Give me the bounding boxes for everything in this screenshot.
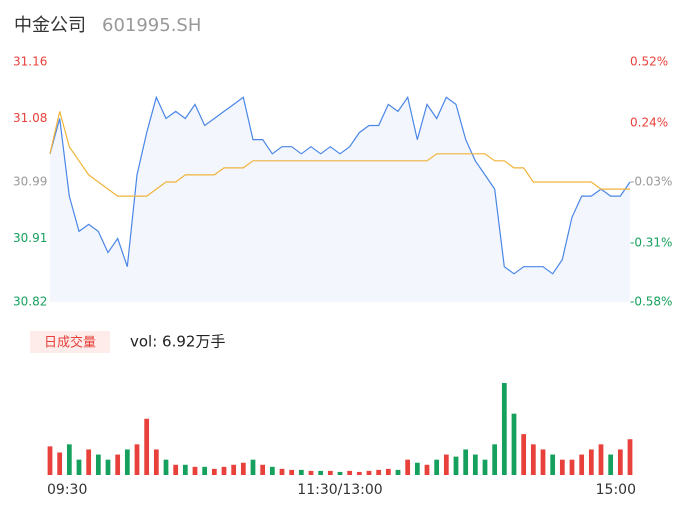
volume-bar xyxy=(327,470,333,475)
volume-bar xyxy=(173,464,179,475)
stock-code: 601995.SH xyxy=(102,15,201,36)
volume-bar xyxy=(105,459,111,475)
volume-bar xyxy=(144,418,150,475)
volume-bar xyxy=(434,459,440,475)
volume-bar xyxy=(308,470,314,475)
volume-bar xyxy=(95,454,101,475)
volume-bar xyxy=(260,464,266,475)
volume-bar xyxy=(347,470,353,475)
volume-bar xyxy=(550,454,556,475)
volume-bar xyxy=(424,464,430,475)
volume-bar xyxy=(279,468,285,475)
volume-bar xyxy=(250,459,256,475)
y2-tick-label: -0.31% xyxy=(630,236,672,250)
price-area xyxy=(50,97,630,302)
volume-bar xyxy=(66,444,72,475)
volume-bar xyxy=(47,446,53,475)
volume-bar xyxy=(569,459,575,475)
stock-name: 中金公司 xyxy=(14,15,86,36)
volume-bar xyxy=(521,434,527,475)
volume-bar xyxy=(385,468,391,475)
volume-bar xyxy=(443,454,449,475)
volume-bar xyxy=(221,466,227,475)
volume-bar xyxy=(540,449,546,475)
volume-bar xyxy=(405,459,411,475)
volume-text: vol: 6.92万手 xyxy=(130,333,225,351)
volume-bar xyxy=(240,462,246,475)
volume-bar xyxy=(289,469,295,475)
y2-tick-label: -0.58% xyxy=(630,295,672,309)
volume-bar xyxy=(511,413,517,475)
volume-bar xyxy=(124,449,130,475)
volume-bar xyxy=(395,469,401,475)
y-tick-label: 30.91 xyxy=(13,231,47,245)
volume-bar xyxy=(482,459,488,475)
x-tick-label: 11:30/13:00 xyxy=(297,482,382,498)
volume-bar xyxy=(163,459,169,475)
volume-bar xyxy=(356,471,362,475)
volume-bar xyxy=(134,444,140,475)
y-tick-label: 30.82 xyxy=(13,295,47,309)
y-tick-label: 31.08 xyxy=(13,111,47,125)
volume-title: 日成交量 xyxy=(44,335,96,351)
y2-tick-label: 0.52% xyxy=(630,55,668,69)
volume-badge xyxy=(30,331,110,353)
volume-bar xyxy=(579,454,585,475)
volume-bar xyxy=(617,449,623,475)
volume-bar xyxy=(182,464,188,475)
volume-bar xyxy=(472,454,478,475)
volume-bar xyxy=(530,444,536,475)
average-line xyxy=(49,111,630,197)
volume-bar xyxy=(318,470,324,475)
y2-tick-label: 0.24% xyxy=(630,116,668,130)
volume-bar xyxy=(86,449,92,475)
price-line xyxy=(49,95,631,275)
volume-bar xyxy=(463,449,469,475)
volume-bar xyxy=(608,454,614,475)
y-tick-label: 30.99 xyxy=(13,175,47,189)
volume-bar xyxy=(269,466,275,475)
volume-bar xyxy=(559,459,565,475)
y2-tick-label: -0.03% xyxy=(630,175,672,189)
volume-bar xyxy=(153,449,159,475)
x-tick-label: 15:00 xyxy=(596,482,636,498)
volume-bar xyxy=(453,456,459,475)
volume-bar xyxy=(76,459,82,475)
y-tick-label: 31.16 xyxy=(13,55,47,69)
volume-bar xyxy=(414,462,420,475)
volume-bar xyxy=(598,444,604,475)
volume-bar xyxy=(376,469,382,475)
volume-bar xyxy=(231,464,237,475)
volume-bar xyxy=(298,469,304,475)
volume-bar xyxy=(588,449,594,475)
volume-bar xyxy=(627,439,633,475)
x-tick-label: 09:30 xyxy=(47,482,87,498)
volume-bar xyxy=(211,468,217,475)
volume-bar xyxy=(202,466,208,475)
volume-bar xyxy=(366,470,372,475)
volume-bar xyxy=(492,444,498,475)
volume-bar xyxy=(337,471,343,475)
volume-bar xyxy=(115,454,121,475)
volume-bar xyxy=(501,383,507,475)
volume-bar xyxy=(192,466,198,475)
volume-bar xyxy=(57,452,63,475)
